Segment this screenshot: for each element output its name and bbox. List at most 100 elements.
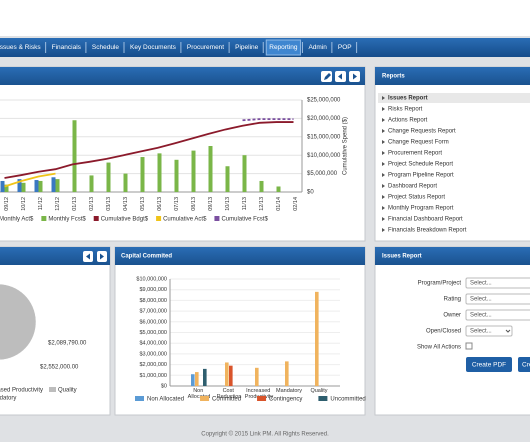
legend-label: Increased Productivity	[0, 388, 43, 394]
report-link[interactable]: Financial Dashboard Report	[388, 217, 463, 223]
bar	[225, 362, 229, 386]
x-tick-label: 01/14	[276, 197, 282, 211]
bullet	[382, 206, 385, 210]
bullet	[382, 151, 385, 155]
issues-title: Issues Report	[382, 254, 422, 260]
button-label[interactable]: Cre	[522, 362, 530, 369]
x-tick-label: 09/12	[4, 197, 10, 211]
line	[4, 121, 294, 179]
select-placeholder: Select...	[470, 329, 492, 335]
bar	[255, 367, 259, 386]
nav-item[interactable]: Financials	[52, 44, 82, 51]
x-tick-label: 08/13	[191, 197, 197, 211]
x-tick-label: 04/13	[123, 197, 129, 211]
x-tick-label: 03/13	[106, 197, 112, 211]
legend-swatch	[318, 396, 328, 401]
x-tick-label: Mandatory	[276, 388, 302, 394]
checkbox[interactable]	[465, 342, 473, 350]
nav-item[interactable]: Pipeline	[235, 44, 259, 51]
field-label: Rating	[444, 297, 461, 303]
y-tick-label: $1,000,000	[139, 373, 167, 379]
report-link[interactable]: Change Request Form	[388, 140, 449, 146]
bar	[89, 175, 94, 192]
y-tick-label: $2,000,000	[139, 362, 167, 368]
nav-item[interactable]: Schedule	[92, 44, 119, 51]
line	[242, 118, 294, 122]
nav-item[interactable]: Procurement	[187, 44, 224, 51]
select-placeholder: Select...	[470, 281, 492, 287]
bullet	[382, 107, 385, 111]
report-link[interactable]: Change Requests Report	[388, 129, 456, 135]
y-tick-label: $0	[161, 383, 167, 389]
bar	[174, 159, 179, 192]
legend-swatch	[135, 396, 144, 401]
select-box[interactable]	[465, 293, 530, 305]
report-link[interactable]: Procurement Report	[388, 151, 442, 157]
report-link[interactable]: Risks Report	[388, 107, 423, 113]
bar	[0, 180, 5, 192]
legend-label: Cumulative Bdgt$	[101, 217, 149, 223]
x-tick-label: 11/12	[38, 197, 44, 210]
bar	[51, 177, 56, 192]
bar	[195, 372, 199, 386]
bar	[140, 157, 145, 192]
report-link[interactable]: Dashboard Report	[388, 184, 437, 190]
button[interactable]	[466, 357, 512, 372]
nav-item[interactable]: Admin	[308, 44, 327, 51]
y-tick-label: $3,000,000	[139, 351, 167, 357]
x-tick-label: 12/13	[259, 197, 265, 211]
report-link[interactable]: Program Pipeline Report	[388, 173, 454, 179]
x-tick-label: 01/13	[72, 197, 78, 211]
pie-value-label: $2,089,790.00	[48, 341, 87, 347]
pie-value-label: $2,552,000.00	[40, 365, 79, 371]
select-placeholder: Select...	[470, 313, 492, 319]
capital-panel: Capital Commited	[114, 246, 366, 416]
legend-label: Mandatory	[0, 396, 16, 402]
bullet	[382, 129, 385, 133]
report-link[interactable]: Monthly Program Report	[388, 206, 454, 212]
bar	[276, 186, 281, 192]
bullet	[382, 140, 385, 144]
y2-axis-label: Cumulative Spend ($)	[343, 117, 349, 175]
nav-item[interactable]: POP	[338, 44, 352, 51]
select-box[interactable]	[465, 309, 530, 321]
bar	[259, 180, 264, 192]
y-tick-label: $6,000,000	[139, 319, 167, 325]
bar	[315, 291, 319, 386]
select-box[interactable]	[465, 325, 513, 337]
reports-title: Reports	[382, 74, 405, 80]
report-link[interactable]: Issues Report	[388, 96, 428, 102]
select-placeholder: Select...	[470, 297, 492, 303]
checkbox-label: Show All Actions	[417, 345, 461, 351]
button-label[interactable]: Create PDF	[472, 362, 506, 369]
y2-tick-label: $20,000,000	[307, 116, 341, 122]
y2-tick-label: $25,000,000	[307, 98, 341, 104]
field-label: Owner	[443, 313, 461, 319]
legend-label: Committed	[212, 397, 241, 403]
nav-item[interactable]: Reporting	[269, 44, 298, 51]
y-tick-label: $7,000,000	[139, 309, 167, 315]
bar	[208, 146, 213, 192]
report-link[interactable]: Actions Report	[388, 118, 428, 124]
bar	[17, 179, 22, 192]
report-link[interactable]: Financials Breakdown Report	[388, 228, 467, 234]
bullet	[382, 195, 385, 199]
legend-label: Quality	[58, 388, 77, 394]
legend-swatch	[257, 396, 267, 401]
legend-label: Monthly Fcst$	[48, 217, 86, 223]
legend-label: Monthly Act$	[0, 217, 34, 223]
report-link[interactable]: Project Status Report	[388, 195, 445, 201]
nav-bar	[0, 38, 530, 57]
y-tick-label: $4,000,000	[139, 341, 167, 347]
footer: Copyright © 2015 Link PM. All Rights Res…	[201, 431, 329, 438]
legend-swatch	[49, 387, 56, 392]
legend-swatch	[93, 216, 99, 221]
select-box[interactable]	[465, 277, 530, 289]
button[interactable]	[518, 357, 530, 372]
nav-item[interactable]: Issues & Risks	[0, 44, 41, 51]
bar	[229, 365, 233, 386]
report-link[interactable]: Project Schedule Report	[388, 162, 453, 168]
nav-item[interactable]: Key Documents	[130, 44, 177, 51]
bar	[242, 155, 247, 192]
